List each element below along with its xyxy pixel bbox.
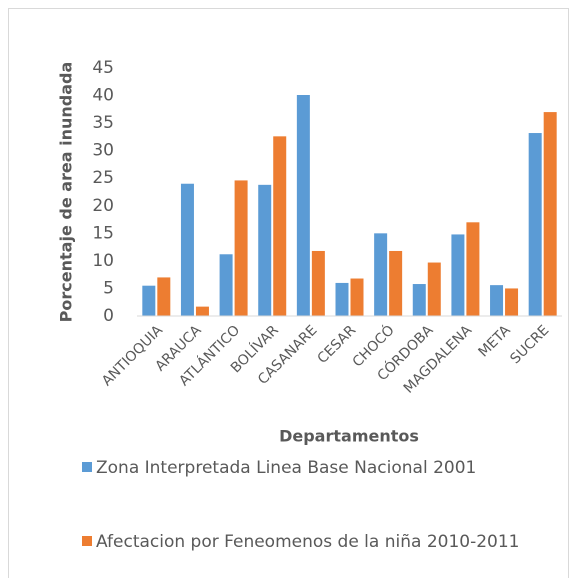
x-axis-label: Departamentos	[279, 427, 419, 446]
x-tick-label: MAGDALENA	[401, 322, 476, 397]
bar	[234, 180, 248, 316]
bar	[296, 95, 310, 316]
bar	[219, 254, 233, 316]
y-axis-label: Porcentaje de area inundada	[57, 62, 76, 323]
y-tick-label: 35	[92, 113, 114, 133]
y-tick-label: 30	[92, 141, 114, 161]
legend-item: Zona Interpretada Linea Base Nacional 20…	[82, 456, 542, 480]
x-tick-label: SUCRE	[507, 322, 552, 367]
legend-swatch	[82, 536, 92, 546]
bar	[451, 234, 465, 316]
bar	[466, 222, 480, 316]
y-tick-label: 0	[103, 306, 114, 326]
bar	[195, 306, 209, 316]
bar	[258, 184, 272, 316]
bar	[180, 183, 194, 316]
bar	[142, 285, 156, 316]
bar	[157, 277, 171, 316]
bar	[335, 282, 349, 316]
legend-item: Afectacion por Feneomenos de la niña 201…	[82, 530, 542, 554]
bar	[389, 250, 403, 316]
y-tick-label: 20	[92, 196, 114, 216]
bar	[350, 278, 364, 316]
y-tick-label: 25	[92, 168, 114, 188]
y-tick-label: 5	[103, 278, 114, 298]
bar	[490, 285, 504, 316]
bar	[543, 112, 557, 316]
y-tick-label: 45	[92, 58, 114, 78]
y-tick-label: 15	[92, 223, 114, 243]
bar	[412, 284, 426, 316]
legend-label: Zona Interpretada Linea Base Nacional 20…	[96, 458, 477, 478]
bar	[273, 136, 287, 316]
bar	[528, 133, 542, 316]
legend-swatch	[82, 462, 92, 472]
legend-label: Afectacion por Feneomenos de la niña 201…	[96, 532, 520, 552]
bar	[505, 288, 519, 316]
chart-border	[8, 8, 569, 578]
y-tick-label: 10	[92, 251, 114, 271]
bar	[427, 262, 441, 316]
y-tick-label: 40	[92, 86, 114, 106]
bar	[311, 250, 325, 316]
x-tick-label: ANTIOQUIA	[99, 322, 166, 389]
bar	[374, 233, 388, 316]
